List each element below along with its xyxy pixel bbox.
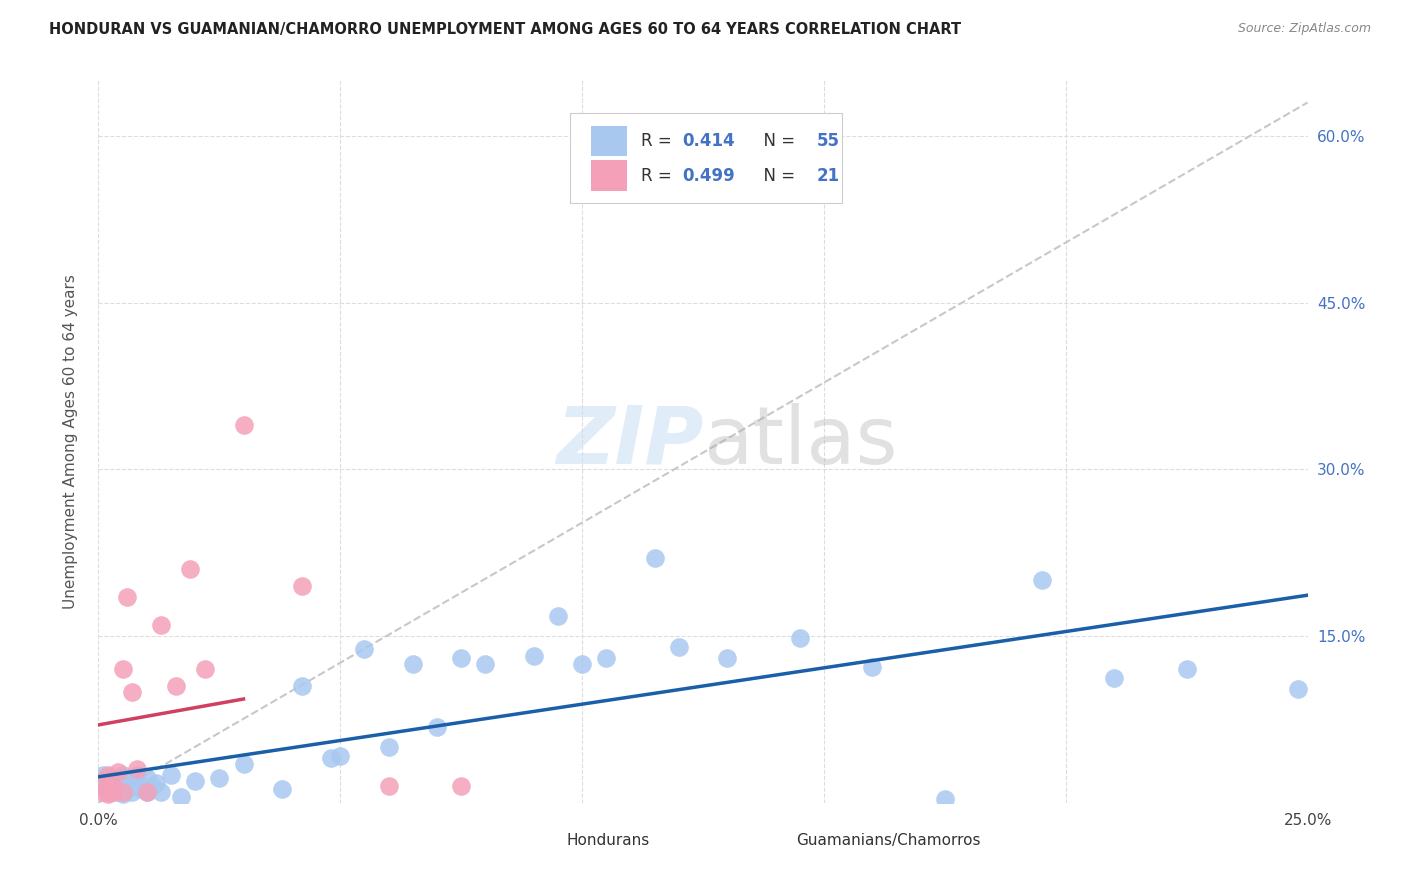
- Point: [97, 785, 120, 799]
- Point: [91, 768, 114, 782]
- Point: [101, 779, 124, 793]
- Point: [91, 773, 114, 788]
- Point: [644, 551, 666, 566]
- FancyBboxPatch shape: [527, 832, 554, 848]
- Point: [595, 651, 617, 665]
- Text: N =: N =: [752, 167, 800, 185]
- Point: [377, 779, 399, 793]
- Point: [329, 749, 352, 764]
- Point: [1286, 682, 1309, 697]
- Text: Guamanians/Chamorros: Guamanians/Chamorros: [796, 833, 980, 848]
- Point: [523, 649, 546, 664]
- Point: [135, 772, 157, 786]
- Point: [97, 772, 120, 786]
- Point: [101, 785, 124, 799]
- Point: [101, 779, 124, 793]
- Text: 0.414: 0.414: [682, 132, 735, 150]
- Point: [547, 609, 569, 624]
- Point: [101, 782, 124, 797]
- Point: [111, 779, 134, 793]
- Point: [111, 768, 134, 782]
- Point: [179, 562, 201, 576]
- Point: [668, 640, 690, 655]
- Text: atlas: atlas: [703, 402, 897, 481]
- Point: [271, 782, 294, 797]
- Point: [474, 657, 496, 671]
- FancyBboxPatch shape: [591, 126, 627, 156]
- Point: [150, 618, 173, 632]
- Point: [1175, 662, 1198, 676]
- FancyBboxPatch shape: [569, 112, 842, 203]
- Point: [290, 679, 312, 693]
- Point: [141, 779, 163, 793]
- Y-axis label: Unemployment Among Ages 60 to 64 years: Unemployment Among Ages 60 to 64 years: [63, 274, 77, 609]
- Point: [135, 785, 157, 799]
- Text: 21: 21: [817, 167, 839, 185]
- Point: [127, 776, 149, 790]
- Point: [121, 779, 143, 793]
- Point: [107, 776, 129, 790]
- Point: [426, 720, 449, 734]
- Text: 55: 55: [817, 132, 839, 150]
- Point: [97, 787, 120, 801]
- Point: [208, 772, 231, 786]
- Point: [150, 785, 173, 799]
- Point: [165, 679, 187, 693]
- Text: 0.499: 0.499: [682, 167, 735, 185]
- Point: [1102, 671, 1125, 685]
- Point: [117, 773, 139, 788]
- Point: [97, 768, 120, 782]
- Text: HONDURAN VS GUAMANIAN/CHAMORRO UNEMPLOYMENT AMONG AGES 60 TO 64 YEARS CORRELATIO: HONDURAN VS GUAMANIAN/CHAMORRO UNEMPLOYM…: [49, 22, 962, 37]
- Text: N =: N =: [752, 132, 800, 150]
- Point: [111, 787, 134, 801]
- Text: R =: R =: [641, 167, 678, 185]
- Point: [91, 779, 114, 793]
- Point: [91, 785, 114, 799]
- Point: [571, 657, 593, 671]
- FancyBboxPatch shape: [758, 832, 785, 848]
- Point: [353, 642, 375, 657]
- Point: [117, 590, 139, 604]
- Point: [91, 773, 114, 788]
- Point: [131, 782, 153, 797]
- Point: [145, 776, 167, 790]
- Text: Source: ZipAtlas.com: Source: ZipAtlas.com: [1237, 22, 1371, 36]
- Point: [232, 417, 254, 432]
- Point: [101, 773, 124, 788]
- Point: [97, 776, 120, 790]
- Point: [135, 785, 157, 799]
- Point: [127, 763, 149, 777]
- Point: [377, 740, 399, 755]
- Point: [860, 660, 883, 674]
- Point: [1031, 574, 1053, 588]
- Point: [232, 756, 254, 771]
- Point: [121, 785, 143, 799]
- Point: [716, 651, 738, 665]
- Text: Hondurans: Hondurans: [567, 833, 650, 848]
- Point: [111, 662, 134, 676]
- Point: [107, 764, 129, 779]
- Point: [169, 790, 191, 805]
- Point: [450, 651, 472, 665]
- Point: [111, 785, 134, 799]
- Point: [450, 779, 472, 793]
- Point: [121, 684, 143, 698]
- Text: R =: R =: [641, 132, 678, 150]
- Point: [789, 632, 811, 646]
- FancyBboxPatch shape: [591, 161, 627, 191]
- Text: ZIP: ZIP: [555, 402, 703, 481]
- Point: [117, 782, 139, 797]
- Point: [107, 785, 129, 799]
- Point: [934, 792, 956, 806]
- Point: [290, 579, 312, 593]
- Point: [402, 657, 425, 671]
- Point: [194, 662, 217, 676]
- Point: [319, 751, 342, 765]
- Point: [160, 768, 183, 782]
- Point: [127, 768, 149, 782]
- Point: [184, 773, 207, 788]
